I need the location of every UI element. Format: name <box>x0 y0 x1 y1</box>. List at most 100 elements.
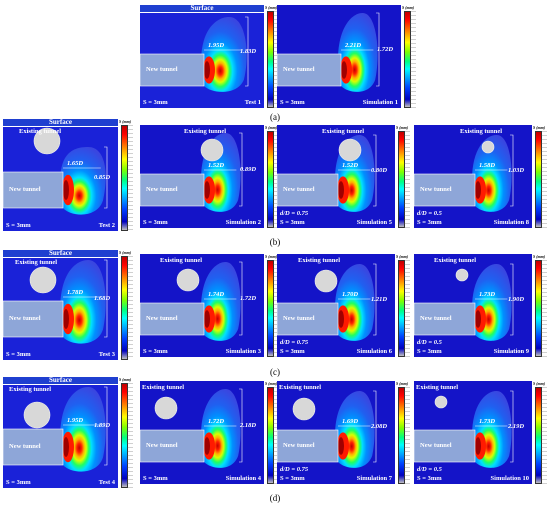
existing-tunnel-label: Existing tunnel <box>142 384 185 391</box>
colorbar: S (mm) <box>119 377 133 488</box>
panel-d4: New tunnel Existing tunnel S = 3mm Simulati… <box>414 381 532 484</box>
new-tunnel <box>140 173 205 207</box>
core-center <box>475 310 481 328</box>
height-annotation: 2.18D <box>240 422 257 429</box>
caption-d: (d) <box>269 493 281 503</box>
core-center <box>338 181 344 199</box>
height-bracket <box>104 146 108 209</box>
colorbar-ticks <box>541 260 547 357</box>
caption-a: (a) <box>270 112 280 122</box>
depth-ratio-label: d/D = 0.5 <box>417 339 442 346</box>
height-annotation: 1.21D <box>371 296 388 303</box>
height-annotation: 1.68D <box>94 295 111 302</box>
width-annotation: 1.52D <box>208 162 225 169</box>
width-annotation: 2.21D <box>345 42 362 49</box>
settlement-scale-label: S = 3mm <box>280 99 305 106</box>
core-center <box>475 437 481 455</box>
panel-d1: Surface New tunnel Existing tunnel S = 3mm T… <box>3 377 118 488</box>
settlement-scale-label: S = 3mm <box>143 99 168 106</box>
colorbar-unit: S (mm) <box>533 254 546 259</box>
panel-c4: New tunnel Existing tunnel S = 3mm Simulati… <box>414 254 532 357</box>
colorbar: S (mm) <box>396 381 410 484</box>
height-bracket <box>104 386 108 466</box>
panel-b1: Surface New tunnel Existing tunnel S = 3mm T… <box>3 119 118 231</box>
height-annotation: 1.89D <box>94 422 111 429</box>
height-annotation: 1.72D <box>240 295 257 302</box>
existing-tunnel <box>23 401 51 429</box>
settlement-scale-label: S = 3mm <box>417 475 442 482</box>
new-tunnel-label: New tunnel <box>420 315 452 322</box>
existing-tunnel <box>33 127 61 155</box>
settlement-scale-label: S = 3mm <box>417 219 442 226</box>
height-bracket <box>239 261 243 336</box>
surface-label: Surface <box>3 250 118 258</box>
colorbar: S (mm) <box>533 381 547 484</box>
new-tunnel-label: New tunnel <box>420 186 452 193</box>
contour-plot <box>3 127 108 215</box>
panel-name: Simulation 7 <box>356 475 392 482</box>
depth-ratio-label: d/D = 0.75 <box>280 466 309 473</box>
colorbar: S (mm) <box>265 125 279 228</box>
height-annotation: 1.90D <box>508 296 525 303</box>
panel-name: Simulation 2 <box>225 219 261 226</box>
height-bracket <box>239 132 243 207</box>
colorbar-unit: S (mm) <box>265 5 278 10</box>
height-annotation: 1.72D <box>377 46 394 53</box>
new-tunnel <box>3 300 64 338</box>
width-annotation: 1.95D <box>67 417 84 424</box>
colorbar-ticks <box>273 387 279 484</box>
panel-name: Test 4 <box>98 479 115 486</box>
height-bracket <box>239 388 243 463</box>
panel-b2: New tunnel Existing tunnel S = 3mm Simulati… <box>140 125 264 228</box>
new-tunnel-label: New tunnel <box>283 315 315 322</box>
core-center <box>63 437 69 457</box>
panel-d2: New tunnel Existing tunnel S = 3mm Simulati… <box>140 381 264 484</box>
width-annotation: 1.78D <box>67 289 84 296</box>
existing-tunnel <box>434 395 448 409</box>
colorbar-ticks <box>273 11 279 108</box>
contour-plot <box>140 388 243 468</box>
colorbar-unit: S (mm) <box>533 125 546 130</box>
depth-ratio-label: d/D = 0.75 <box>280 210 309 217</box>
colorbar-unit: S (mm) <box>396 381 409 386</box>
settlement-scale-label: S = 3mm <box>143 219 168 226</box>
height-bracket <box>104 259 108 338</box>
colorbar-ticks <box>541 131 547 228</box>
settlement-scale-label: S = 3mm <box>280 219 305 226</box>
new-tunnel <box>277 302 339 336</box>
new-tunnel-label: New tunnel <box>9 186 41 193</box>
colorbar-unit: S (mm) <box>265 125 278 130</box>
panel-c1: Surface New tunnel Existing tunnel S = 3mm T… <box>3 250 118 360</box>
new-tunnel-label: New tunnel <box>420 442 452 449</box>
panel-b3: New tunnel Existing tunnel S = 3mm Simulati… <box>277 125 395 228</box>
new-tunnel <box>140 53 205 87</box>
core-center <box>338 310 344 328</box>
new-tunnel <box>277 53 342 87</box>
new-tunnel-label: New tunnel <box>146 442 178 449</box>
colorbar-unit: S (mm) <box>396 125 409 130</box>
panel-name: Test 3 <box>98 351 115 358</box>
existing-tunnel-label: Existing tunnel <box>9 386 52 393</box>
colorbar-ticks <box>273 260 279 357</box>
contour-plot <box>414 134 514 212</box>
settlement-scale-label: S = 3mm <box>280 348 305 355</box>
height-annotation: 1.03D <box>508 167 525 174</box>
existing-tunnel <box>154 396 178 420</box>
settlement-scale-label: S = 3mm <box>6 351 31 358</box>
colorbar-unit: S (mm) <box>119 377 132 382</box>
panel-name: Test 1 <box>244 99 261 106</box>
existing-tunnel-label: Existing tunnel <box>15 259 58 266</box>
height-annotation: 0.89D <box>240 166 257 173</box>
new-tunnel-label: New tunnel <box>146 66 178 73</box>
existing-tunnel <box>481 140 495 154</box>
existing-tunnel <box>200 138 224 162</box>
core-center <box>63 180 69 200</box>
colorbar-unit: S (mm) <box>533 381 546 386</box>
existing-tunnel-label: Existing tunnel <box>160 257 203 264</box>
existing-tunnel-label: Existing tunnel <box>460 128 503 135</box>
existing-tunnel <box>338 138 362 162</box>
new-tunnel-label: New tunnel <box>9 315 41 322</box>
contour-plot <box>140 132 243 212</box>
height-bracket <box>376 12 380 87</box>
